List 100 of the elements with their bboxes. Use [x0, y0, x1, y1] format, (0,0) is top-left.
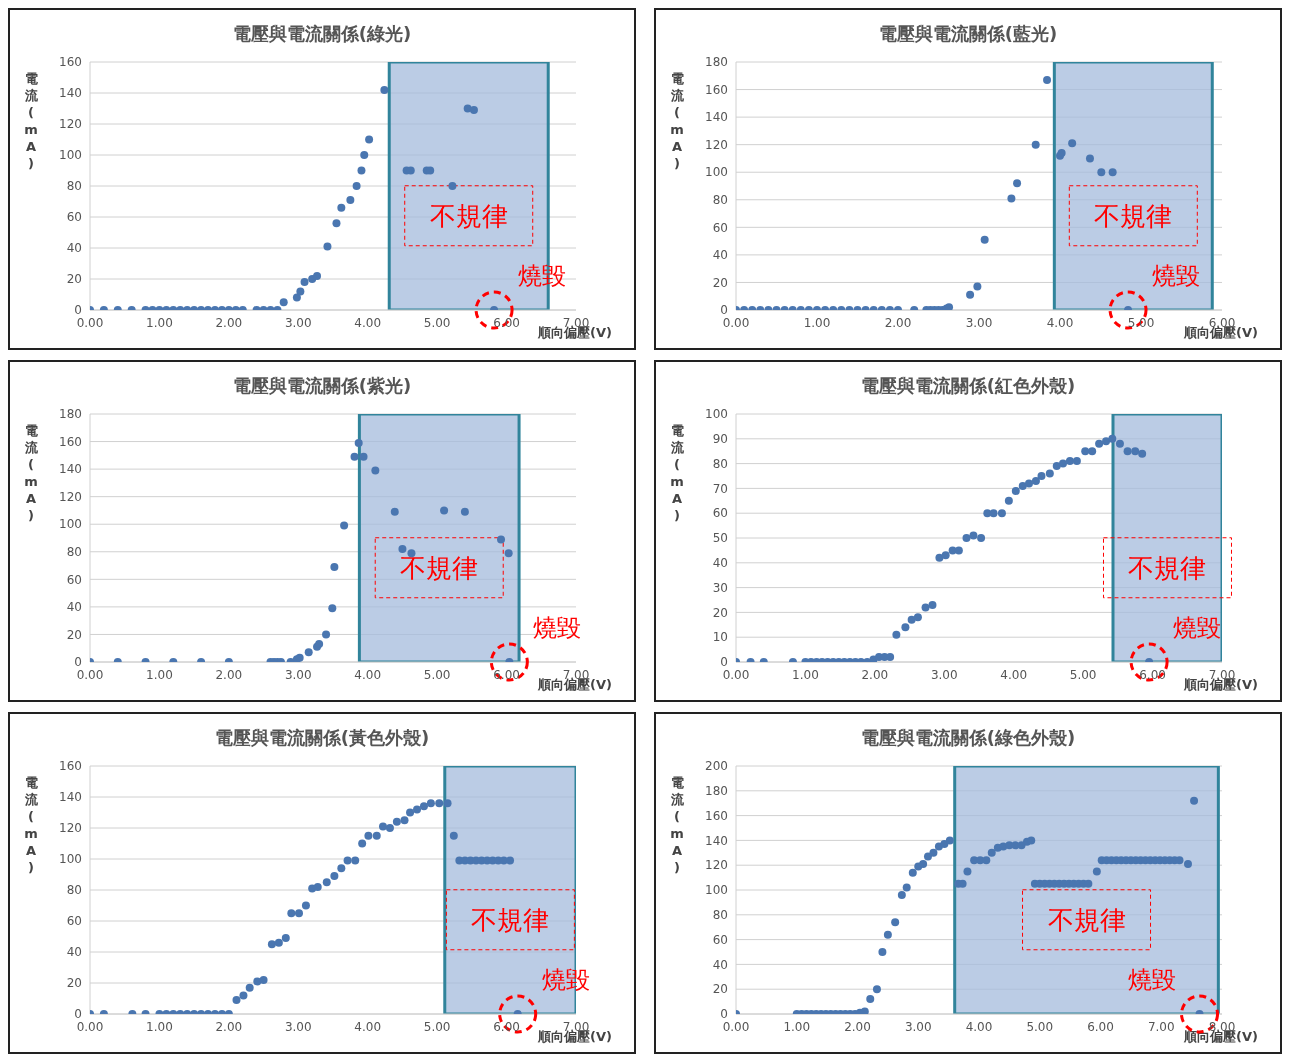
band-label: 不規律 — [1128, 552, 1207, 583]
point — [300, 278, 309, 287]
x-tick-label: 4.00 — [354, 315, 382, 330]
point — [440, 506, 449, 515]
point — [886, 653, 895, 662]
y-tick-label: 120 — [59, 489, 82, 504]
x-tick-label: 3.00 — [904, 1019, 932, 1034]
y-axis-title: 電流(mA) — [669, 70, 685, 172]
point — [390, 507, 399, 516]
chart-title: 電壓與電流關係(黃色外殼) — [213, 726, 431, 750]
x-tick-label: 5.00 — [1127, 315, 1155, 330]
point — [279, 298, 288, 307]
annotation: 燒毀 — [1173, 614, 1222, 642]
y-tick-label: 140 — [59, 462, 82, 477]
x-tick-label: 2.00 — [844, 1019, 871, 1034]
point — [371, 466, 380, 475]
y-tick-label: 200 — [705, 759, 728, 774]
y-axis-title: 電流(mA) — [23, 422, 39, 524]
x-tick-label: 2.00 — [215, 315, 243, 330]
point — [332, 219, 341, 228]
point — [352, 182, 361, 190]
point — [1031, 476, 1040, 485]
point — [497, 535, 506, 544]
point — [267, 940, 276, 949]
y-tick-label: 120 — [59, 821, 82, 836]
y-tick-label: 160 — [705, 808, 728, 823]
x-tick-label: 2.00 — [884, 315, 912, 330]
y-tick-label: 20 — [712, 982, 728, 997]
x-tick-label: 0.00 — [76, 1019, 104, 1034]
x-tick-label: 4.00 — [354, 667, 382, 682]
y-tick-label: 180 — [59, 407, 82, 422]
x-tick-label: 5.00 — [423, 1019, 451, 1034]
y-tick-label: 60 — [66, 210, 82, 225]
band-label: 不規律 — [471, 904, 550, 935]
y-tick-label: 60 — [712, 932, 728, 947]
point — [346, 195, 355, 204]
point — [448, 182, 457, 190]
chart-title: 電壓與電流關係(綠光) — [231, 22, 413, 46]
y-tick-label: 140 — [705, 110, 728, 125]
point — [398, 545, 407, 554]
point — [1024, 479, 1033, 488]
point — [1007, 194, 1016, 203]
y-tick-label: 100 — [59, 148, 82, 163]
point — [419, 802, 428, 811]
y-tick-label: 0 — [74, 1007, 82, 1022]
point — [892, 630, 901, 639]
point — [1097, 168, 1106, 177]
y-tick-label: 80 — [712, 193, 728, 208]
point — [365, 135, 374, 144]
point — [304, 648, 313, 657]
point — [1004, 496, 1013, 505]
point — [506, 856, 515, 865]
y-axis-title: 電流(mA) — [669, 422, 685, 524]
point — [460, 507, 469, 516]
point — [1068, 139, 1077, 148]
point — [1072, 457, 1081, 466]
x-tick-label: 2.00 — [215, 1019, 243, 1034]
y-tick-label: 140 — [705, 833, 728, 848]
point — [1115, 439, 1124, 448]
point — [997, 509, 1006, 518]
y-tick-label: 40 — [66, 945, 82, 960]
y-tick-label: 50 — [712, 531, 728, 546]
y-tick-label: 160 — [59, 434, 82, 449]
x-tick-label: 5.00 — [1026, 1019, 1054, 1034]
point — [281, 934, 290, 943]
point — [1037, 472, 1046, 480]
point — [323, 242, 332, 251]
point — [350, 452, 359, 461]
point — [1088, 447, 1097, 456]
point — [296, 287, 305, 296]
point — [294, 909, 303, 918]
point — [928, 600, 937, 609]
point — [354, 438, 363, 447]
x-tick-label: 0.00 — [722, 1019, 750, 1034]
y-tick-label: 60 — [712, 220, 728, 235]
point — [337, 864, 346, 873]
y-tick-label: 40 — [66, 600, 82, 615]
x-tick-label: 3.00 — [965, 315, 993, 330]
point — [301, 901, 310, 910]
x-tick-label: 1.00 — [783, 1019, 811, 1034]
y-tick-label: 100 — [705, 407, 728, 422]
y-tick-label: 140 — [59, 86, 82, 101]
point — [1081, 447, 1090, 456]
y-tick-label: 140 — [59, 790, 82, 805]
point — [977, 534, 986, 542]
y-tick-label: 0 — [720, 655, 728, 670]
point — [941, 551, 950, 560]
y-tick-label: 80 — [66, 179, 82, 194]
point — [313, 271, 322, 280]
point — [372, 831, 381, 840]
point — [351, 856, 360, 865]
point — [287, 909, 296, 918]
annotation: 燒毀 — [1127, 966, 1176, 994]
point — [435, 799, 444, 808]
x-tick-label: 4.00 — [1000, 667, 1028, 682]
point — [426, 799, 435, 808]
x-tick-label: 5.00 — [423, 315, 451, 330]
x-tick-label: 0.00 — [76, 315, 104, 330]
point — [245, 983, 254, 992]
point — [358, 839, 367, 848]
